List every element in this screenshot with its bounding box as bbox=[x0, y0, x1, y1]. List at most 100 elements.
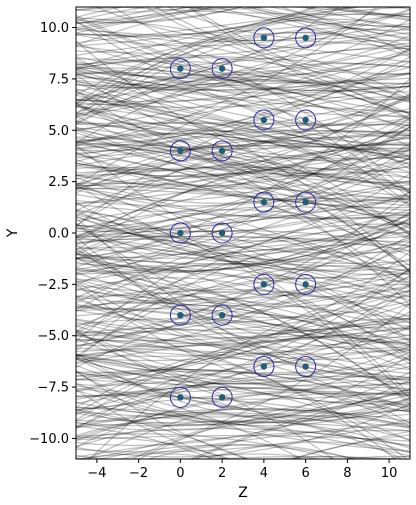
track-line bbox=[76, 58, 410, 115]
track-line bbox=[76, 338, 410, 357]
track-line bbox=[76, 84, 410, 149]
hit-ring bbox=[253, 191, 275, 213]
track-line bbox=[76, 7, 319, 66]
track-line bbox=[76, 224, 410, 294]
x-tick-label: 0 bbox=[176, 466, 184, 481]
track-line bbox=[76, 143, 410, 267]
track-line bbox=[76, 345, 410, 385]
data-point bbox=[177, 229, 184, 237]
track-line bbox=[76, 39, 410, 124]
track-line bbox=[94, 7, 410, 42]
hit-ring bbox=[253, 109, 275, 131]
track-line bbox=[76, 95, 410, 205]
track-line bbox=[76, 245, 410, 265]
track-line bbox=[76, 168, 410, 190]
track-line bbox=[76, 238, 410, 332]
track-line bbox=[76, 31, 410, 97]
data-point bbox=[218, 394, 226, 401]
track-line bbox=[76, 420, 410, 450]
track-line bbox=[76, 179, 410, 207]
track-line bbox=[300, 7, 410, 31]
track-line bbox=[76, 265, 410, 362]
y-axis-label: Y bbox=[5, 228, 21, 238]
x-tick-label: 2 bbox=[218, 466, 226, 481]
track-line bbox=[76, 45, 410, 200]
track-line bbox=[76, 8, 410, 47]
track-line bbox=[76, 371, 410, 413]
track-line bbox=[76, 120, 410, 273]
track-line bbox=[288, 434, 410, 459]
track-line bbox=[76, 34, 410, 74]
track-line bbox=[76, 411, 410, 441]
track-line bbox=[76, 293, 410, 331]
hit-ring bbox=[295, 191, 317, 213]
track-line bbox=[76, 223, 410, 263]
x-tick-label: −2 bbox=[129, 466, 148, 481]
track-line bbox=[76, 372, 410, 422]
track-line bbox=[76, 63, 410, 119]
track-line bbox=[76, 318, 410, 351]
track-line bbox=[97, 444, 359, 459]
track-line bbox=[76, 347, 410, 375]
track-line bbox=[279, 7, 410, 28]
track-line bbox=[76, 7, 189, 29]
track-line bbox=[76, 308, 410, 337]
track-line bbox=[76, 303, 410, 371]
track-line bbox=[76, 218, 410, 272]
track-line bbox=[76, 277, 410, 358]
track-line bbox=[76, 144, 410, 235]
data-point bbox=[260, 34, 268, 42]
track-line bbox=[76, 268, 410, 381]
hit-ring bbox=[211, 222, 233, 244]
track-line bbox=[76, 201, 410, 271]
track-line bbox=[76, 299, 410, 365]
data-point bbox=[218, 311, 226, 319]
track-line bbox=[76, 31, 410, 108]
track-line bbox=[76, 56, 410, 82]
track-line bbox=[76, 406, 410, 457]
track-line bbox=[153, 7, 410, 75]
track-line bbox=[76, 389, 410, 452]
track-line bbox=[76, 122, 410, 158]
track-line bbox=[76, 148, 410, 230]
y-tick-label: 2.5 bbox=[48, 175, 69, 190]
hit-ring bbox=[169, 140, 191, 162]
track-line bbox=[76, 125, 410, 271]
track-line bbox=[76, 140, 410, 188]
track-line bbox=[76, 408, 250, 459]
track-line bbox=[76, 173, 410, 275]
track-line bbox=[76, 94, 410, 147]
track-line bbox=[76, 142, 410, 252]
track-line bbox=[76, 375, 410, 405]
track-line bbox=[76, 263, 410, 309]
track-line bbox=[76, 119, 410, 190]
track-line bbox=[76, 276, 410, 307]
track-line bbox=[76, 334, 410, 355]
track-line bbox=[76, 327, 410, 352]
track-line bbox=[76, 382, 410, 427]
track-line bbox=[76, 141, 410, 233]
track-line bbox=[76, 128, 410, 178]
track-line bbox=[76, 325, 410, 366]
track-line bbox=[76, 190, 410, 337]
track-line bbox=[76, 174, 410, 211]
track-line bbox=[76, 23, 410, 114]
track-line bbox=[76, 71, 410, 161]
track-line bbox=[76, 148, 410, 217]
track-line bbox=[76, 27, 410, 195]
track-line bbox=[76, 240, 410, 357]
y-tick-label: −2.5 bbox=[37, 278, 69, 293]
track-line bbox=[76, 354, 410, 387]
track-line bbox=[76, 185, 410, 220]
track-line bbox=[76, 263, 410, 307]
track-line bbox=[76, 414, 404, 459]
track-line bbox=[115, 422, 410, 459]
track-line bbox=[76, 336, 410, 409]
track-line bbox=[76, 71, 410, 85]
track-line bbox=[76, 299, 410, 332]
data-point bbox=[302, 198, 309, 206]
track-line bbox=[76, 122, 410, 126]
track-line bbox=[76, 199, 410, 272]
track-line bbox=[76, 27, 410, 123]
track-line bbox=[76, 215, 410, 265]
